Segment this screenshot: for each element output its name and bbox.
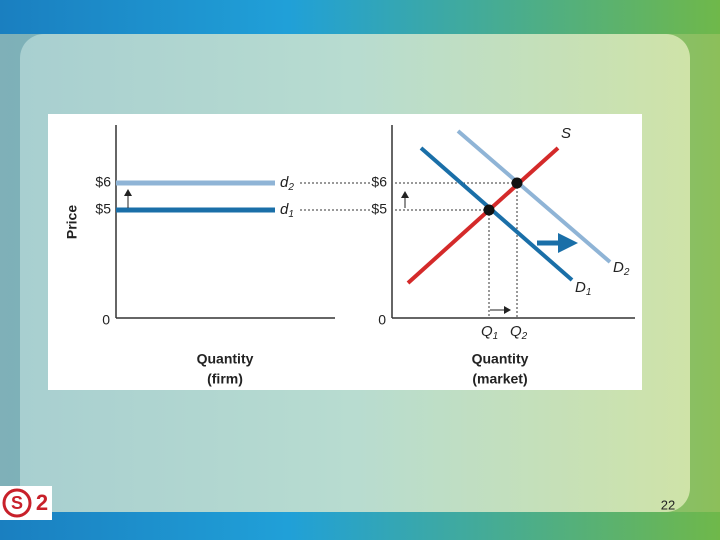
tick-label: $6 [95,174,111,190]
tick-label: $6 [371,174,387,190]
logo-number: 2 [36,490,48,515]
subscript: 2 [287,182,294,193]
subscript: 2 [623,267,630,278]
label: Q [481,323,493,340]
quantity-label: Q1 [481,323,498,342]
supply-label: S [561,125,571,142]
tick-label: $5 [371,201,387,217]
label: D [613,259,624,276]
subscript: 2 [521,331,528,342]
subscript: 1 [493,331,499,342]
curve-label: d2 [280,174,294,193]
label: D [575,279,586,296]
bottom-band [0,512,720,540]
label: Q [510,323,522,340]
label: d [280,201,289,218]
x-axis-label: Quantity [472,351,529,367]
demand-curve-d2 [456,129,612,264]
equilibrium-point [483,204,495,216]
quantity-label: Q2 [510,323,528,342]
curve-label: D2 [613,259,630,278]
tick-label: 0 [102,312,110,328]
y-axis-label: Price [64,205,80,239]
top-band [0,0,720,34]
equilibrium-point [511,177,523,189]
subscript: 1 [288,209,294,220]
subscript: 1 [586,287,592,298]
page-number: 22 [661,497,675,512]
x-axis-label: (firm) [207,371,243,387]
logo-circle [2,488,32,518]
figure [48,114,642,390]
logo-letter: S [11,493,23,513]
label: d [280,174,289,191]
curve-label: D1 [575,279,591,298]
demand-curve-d1 [419,146,574,282]
curve-label: d1 [280,201,294,220]
x-axis-label: Quantity [197,351,254,367]
tick-label: $5 [95,201,111,217]
x-axis-label: (market) [472,371,527,387]
supply-curve [406,146,560,285]
tick-label: 0 [378,312,386,328]
